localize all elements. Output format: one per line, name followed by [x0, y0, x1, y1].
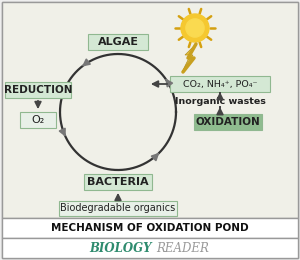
FancyBboxPatch shape	[2, 238, 298, 258]
FancyBboxPatch shape	[170, 76, 270, 92]
Text: MECHANISM OF OXIDATION POND: MECHANISM OF OXIDATION POND	[51, 223, 249, 233]
Text: REDUCTION: REDUCTION	[4, 85, 72, 95]
FancyBboxPatch shape	[2, 218, 298, 238]
FancyBboxPatch shape	[2, 2, 298, 218]
Text: READER: READER	[156, 242, 209, 255]
FancyBboxPatch shape	[84, 174, 152, 190]
Text: BACTERIA: BACTERIA	[87, 177, 149, 187]
Polygon shape	[182, 44, 196, 72]
FancyBboxPatch shape	[88, 34, 148, 50]
FancyBboxPatch shape	[194, 114, 262, 130]
FancyBboxPatch shape	[2, 2, 298, 258]
Text: CO₂, NH₄⁺, PO₄⁻: CO₂, NH₄⁺, PO₄⁻	[183, 80, 257, 88]
Text: O₂: O₂	[32, 115, 45, 125]
Text: OXIDATION: OXIDATION	[196, 117, 260, 127]
Circle shape	[186, 19, 204, 37]
Text: Inorganic wastes: Inorganic wastes	[175, 98, 266, 107]
Text: ALGAE: ALGAE	[98, 37, 139, 47]
FancyBboxPatch shape	[5, 82, 71, 98]
Circle shape	[181, 14, 209, 42]
Text: BIOLOGY: BIOLOGY	[89, 242, 152, 255]
Text: Biodegradable organics: Biodegradable organics	[60, 203, 176, 213]
FancyBboxPatch shape	[20, 112, 56, 128]
FancyBboxPatch shape	[59, 200, 177, 216]
